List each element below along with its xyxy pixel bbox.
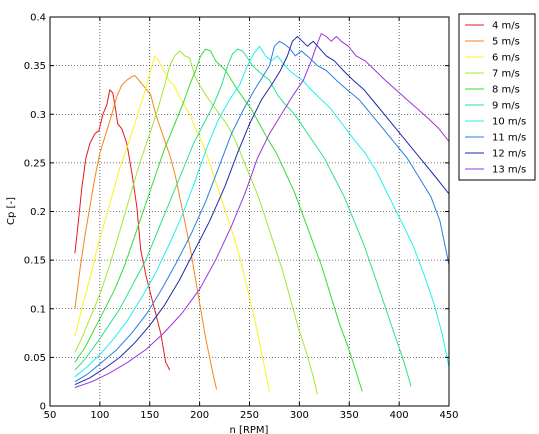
- x-axis-label: n [RPM]: [230, 425, 269, 434]
- y-tick-label: 0: [40, 402, 46, 413]
- legend-box: [458, 13, 536, 181]
- series-line-10-m-s: [74, 45, 450, 378]
- legend-label: 7 m/s: [492, 69, 520, 80]
- y-tick-label: 0.15: [24, 256, 46, 267]
- series-line-12-m-s: [74, 36, 450, 386]
- y-tick-label: 0.4: [30, 13, 46, 24]
- series-lines: [74, 33, 450, 395]
- legend-label: 10 m/s: [492, 117, 526, 128]
- y-tick-label: 0.35: [24, 61, 46, 72]
- series-line-8-m-s: [74, 48, 363, 392]
- legend-label: 11 m/s: [492, 133, 526, 144]
- y-tick-label: 0.05: [24, 353, 46, 364]
- x-tick-label: 100: [90, 410, 109, 421]
- legend-label: 9 m/s: [492, 101, 520, 112]
- x-tick-label: 150: [140, 410, 159, 421]
- series-line-11-m-s: [74, 40, 450, 383]
- legend-label: 12 m/s: [492, 149, 526, 160]
- legend-label: 4 m/s: [492, 21, 520, 32]
- legend-label: 5 m/s: [492, 37, 520, 48]
- legend-label: 6 m/s: [492, 53, 520, 64]
- x-tick-label: 450: [439, 410, 458, 421]
- x-tick-label: 350: [340, 410, 359, 421]
- series-line-6-m-s: [74, 55, 270, 392]
- legend: 4 m/s 5 m/s 6 m/s 7 m/s 8 m/s 9 m/s 10 m/s 11 m…: [458, 13, 536, 181]
- grid: [50, 17, 449, 406]
- x-tick-label: 50: [44, 410, 57, 421]
- legend-label: 8 m/s: [492, 85, 520, 96]
- y-axis-label: Cp [-]: [6, 197, 17, 225]
- x-tick-label: 250: [240, 410, 259, 421]
- series-line-4-m-s: [74, 89, 171, 371]
- y-tick-label: 0.3: [30, 110, 46, 121]
- series-line-13-m-s: [74, 33, 450, 388]
- series-line-7-m-s: [74, 50, 318, 395]
- legend-label: 13 m/s: [492, 165, 526, 176]
- series-line-5-m-s: [74, 74, 218, 390]
- axis-ticks: 50 100 150 200 250 300 350 400 450 0 0.05 0.1 0.15 0.…: [24, 13, 459, 422]
- x-tick-label: 300: [290, 410, 309, 421]
- y-tick-label: 0.2: [30, 207, 46, 218]
- y-tick-label: 0.1: [30, 304, 46, 315]
- x-tick-label: 200: [190, 410, 209, 421]
- x-tick-label: 400: [390, 410, 409, 421]
- y-tick-label: 0.25: [24, 158, 46, 169]
